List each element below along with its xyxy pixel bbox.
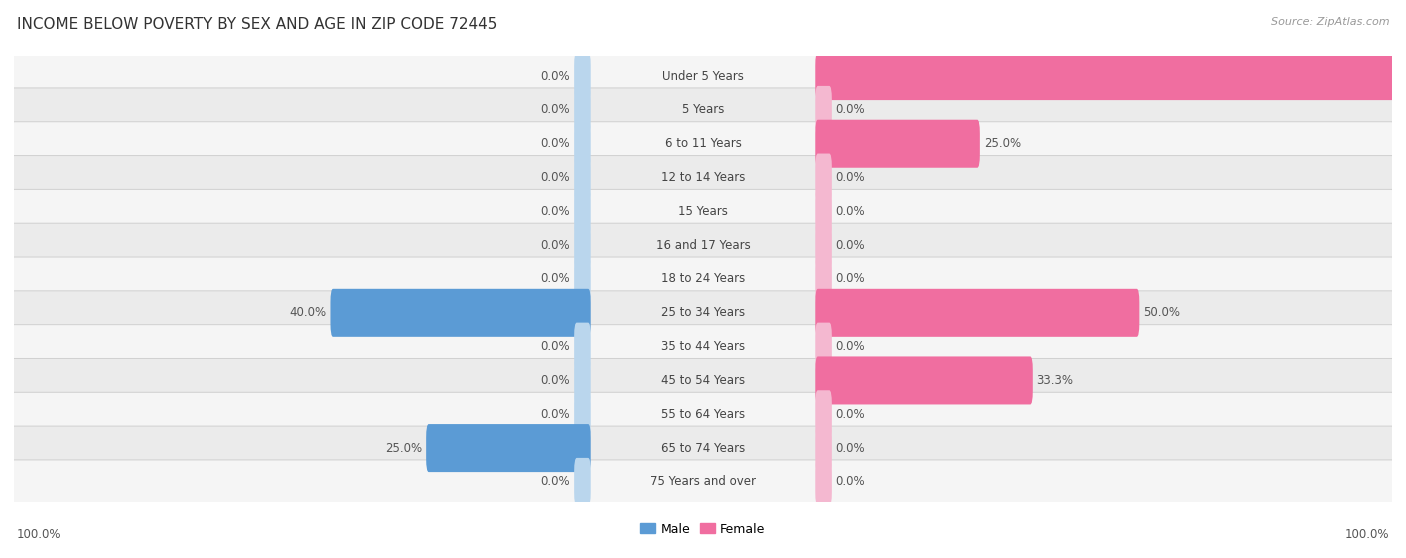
Text: 0.0%: 0.0% xyxy=(541,239,571,252)
Text: 0.0%: 0.0% xyxy=(541,171,571,184)
FancyBboxPatch shape xyxy=(13,223,1393,267)
Text: 33.3%: 33.3% xyxy=(1036,374,1074,387)
FancyBboxPatch shape xyxy=(574,221,591,269)
FancyBboxPatch shape xyxy=(426,424,591,472)
Text: 75 Years and over: 75 Years and over xyxy=(650,475,756,488)
Text: 0.0%: 0.0% xyxy=(835,205,865,218)
Text: 0.0%: 0.0% xyxy=(541,70,571,83)
Text: 0.0%: 0.0% xyxy=(835,475,865,488)
Text: Source: ZipAtlas.com: Source: ZipAtlas.com xyxy=(1271,17,1389,27)
Text: 0.0%: 0.0% xyxy=(835,171,865,184)
Text: 65 to 74 Years: 65 to 74 Years xyxy=(661,441,745,455)
Text: 55 to 64 Years: 55 to 64 Years xyxy=(661,408,745,421)
FancyBboxPatch shape xyxy=(330,289,591,337)
Text: 0.0%: 0.0% xyxy=(541,272,571,286)
FancyBboxPatch shape xyxy=(13,426,1393,470)
FancyBboxPatch shape xyxy=(574,390,591,438)
Text: 100.0%: 100.0% xyxy=(17,528,62,541)
Text: 15 Years: 15 Years xyxy=(678,205,728,218)
FancyBboxPatch shape xyxy=(815,323,832,371)
FancyBboxPatch shape xyxy=(574,323,591,371)
FancyBboxPatch shape xyxy=(13,88,1393,132)
Text: 0.0%: 0.0% xyxy=(541,340,571,353)
FancyBboxPatch shape xyxy=(815,187,832,235)
FancyBboxPatch shape xyxy=(574,255,591,303)
Text: 0.0%: 0.0% xyxy=(541,374,571,387)
FancyBboxPatch shape xyxy=(13,392,1393,436)
FancyBboxPatch shape xyxy=(815,458,832,506)
Text: 45 to 54 Years: 45 to 54 Years xyxy=(661,374,745,387)
FancyBboxPatch shape xyxy=(815,289,1139,337)
Text: 25.0%: 25.0% xyxy=(984,137,1021,150)
Text: Under 5 Years: Under 5 Years xyxy=(662,70,744,83)
Text: 40.0%: 40.0% xyxy=(290,306,326,319)
Text: 6 to 11 Years: 6 to 11 Years xyxy=(665,137,741,150)
FancyBboxPatch shape xyxy=(13,460,1393,504)
FancyBboxPatch shape xyxy=(574,187,591,235)
Text: 0.0%: 0.0% xyxy=(835,441,865,455)
Text: 25 to 34 Years: 25 to 34 Years xyxy=(661,306,745,319)
Text: 5 Years: 5 Years xyxy=(682,103,724,117)
Text: 0.0%: 0.0% xyxy=(835,103,865,117)
FancyBboxPatch shape xyxy=(815,153,832,201)
Text: INCOME BELOW POVERTY BY SEX AND AGE IN ZIP CODE 72445: INCOME BELOW POVERTY BY SEX AND AGE IN Z… xyxy=(17,17,498,32)
FancyBboxPatch shape xyxy=(815,357,1033,405)
Text: 50.0%: 50.0% xyxy=(1143,306,1180,319)
Text: 0.0%: 0.0% xyxy=(835,340,865,353)
FancyBboxPatch shape xyxy=(574,86,591,134)
Text: 18 to 24 Years: 18 to 24 Years xyxy=(661,272,745,286)
FancyBboxPatch shape xyxy=(574,458,591,506)
FancyBboxPatch shape xyxy=(574,52,591,100)
FancyBboxPatch shape xyxy=(574,120,591,168)
Text: 12 to 14 Years: 12 to 14 Years xyxy=(661,171,745,184)
Text: 0.0%: 0.0% xyxy=(835,239,865,252)
FancyBboxPatch shape xyxy=(815,52,1406,100)
FancyBboxPatch shape xyxy=(13,358,1393,402)
Legend: Male, Female: Male, Female xyxy=(636,518,770,541)
FancyBboxPatch shape xyxy=(13,189,1393,233)
FancyBboxPatch shape xyxy=(13,325,1393,369)
Text: 16 and 17 Years: 16 and 17 Years xyxy=(655,239,751,252)
FancyBboxPatch shape xyxy=(574,153,591,201)
Text: 0.0%: 0.0% xyxy=(541,205,571,218)
FancyBboxPatch shape xyxy=(13,122,1393,166)
Text: 100.0%: 100.0% xyxy=(1344,528,1389,541)
FancyBboxPatch shape xyxy=(815,86,832,134)
FancyBboxPatch shape xyxy=(815,255,832,303)
Text: 0.0%: 0.0% xyxy=(541,475,571,488)
FancyBboxPatch shape xyxy=(815,120,980,168)
FancyBboxPatch shape xyxy=(13,156,1393,200)
FancyBboxPatch shape xyxy=(815,221,832,269)
FancyBboxPatch shape xyxy=(815,424,832,472)
Text: 0.0%: 0.0% xyxy=(541,408,571,421)
Text: 25.0%: 25.0% xyxy=(385,441,422,455)
FancyBboxPatch shape xyxy=(574,357,591,405)
FancyBboxPatch shape xyxy=(13,291,1393,335)
Text: 0.0%: 0.0% xyxy=(541,103,571,117)
Text: 0.0%: 0.0% xyxy=(541,137,571,150)
Text: 0.0%: 0.0% xyxy=(835,408,865,421)
FancyBboxPatch shape xyxy=(13,54,1393,98)
FancyBboxPatch shape xyxy=(815,390,832,438)
Text: 35 to 44 Years: 35 to 44 Years xyxy=(661,340,745,353)
FancyBboxPatch shape xyxy=(13,257,1393,301)
Text: 0.0%: 0.0% xyxy=(835,272,865,286)
